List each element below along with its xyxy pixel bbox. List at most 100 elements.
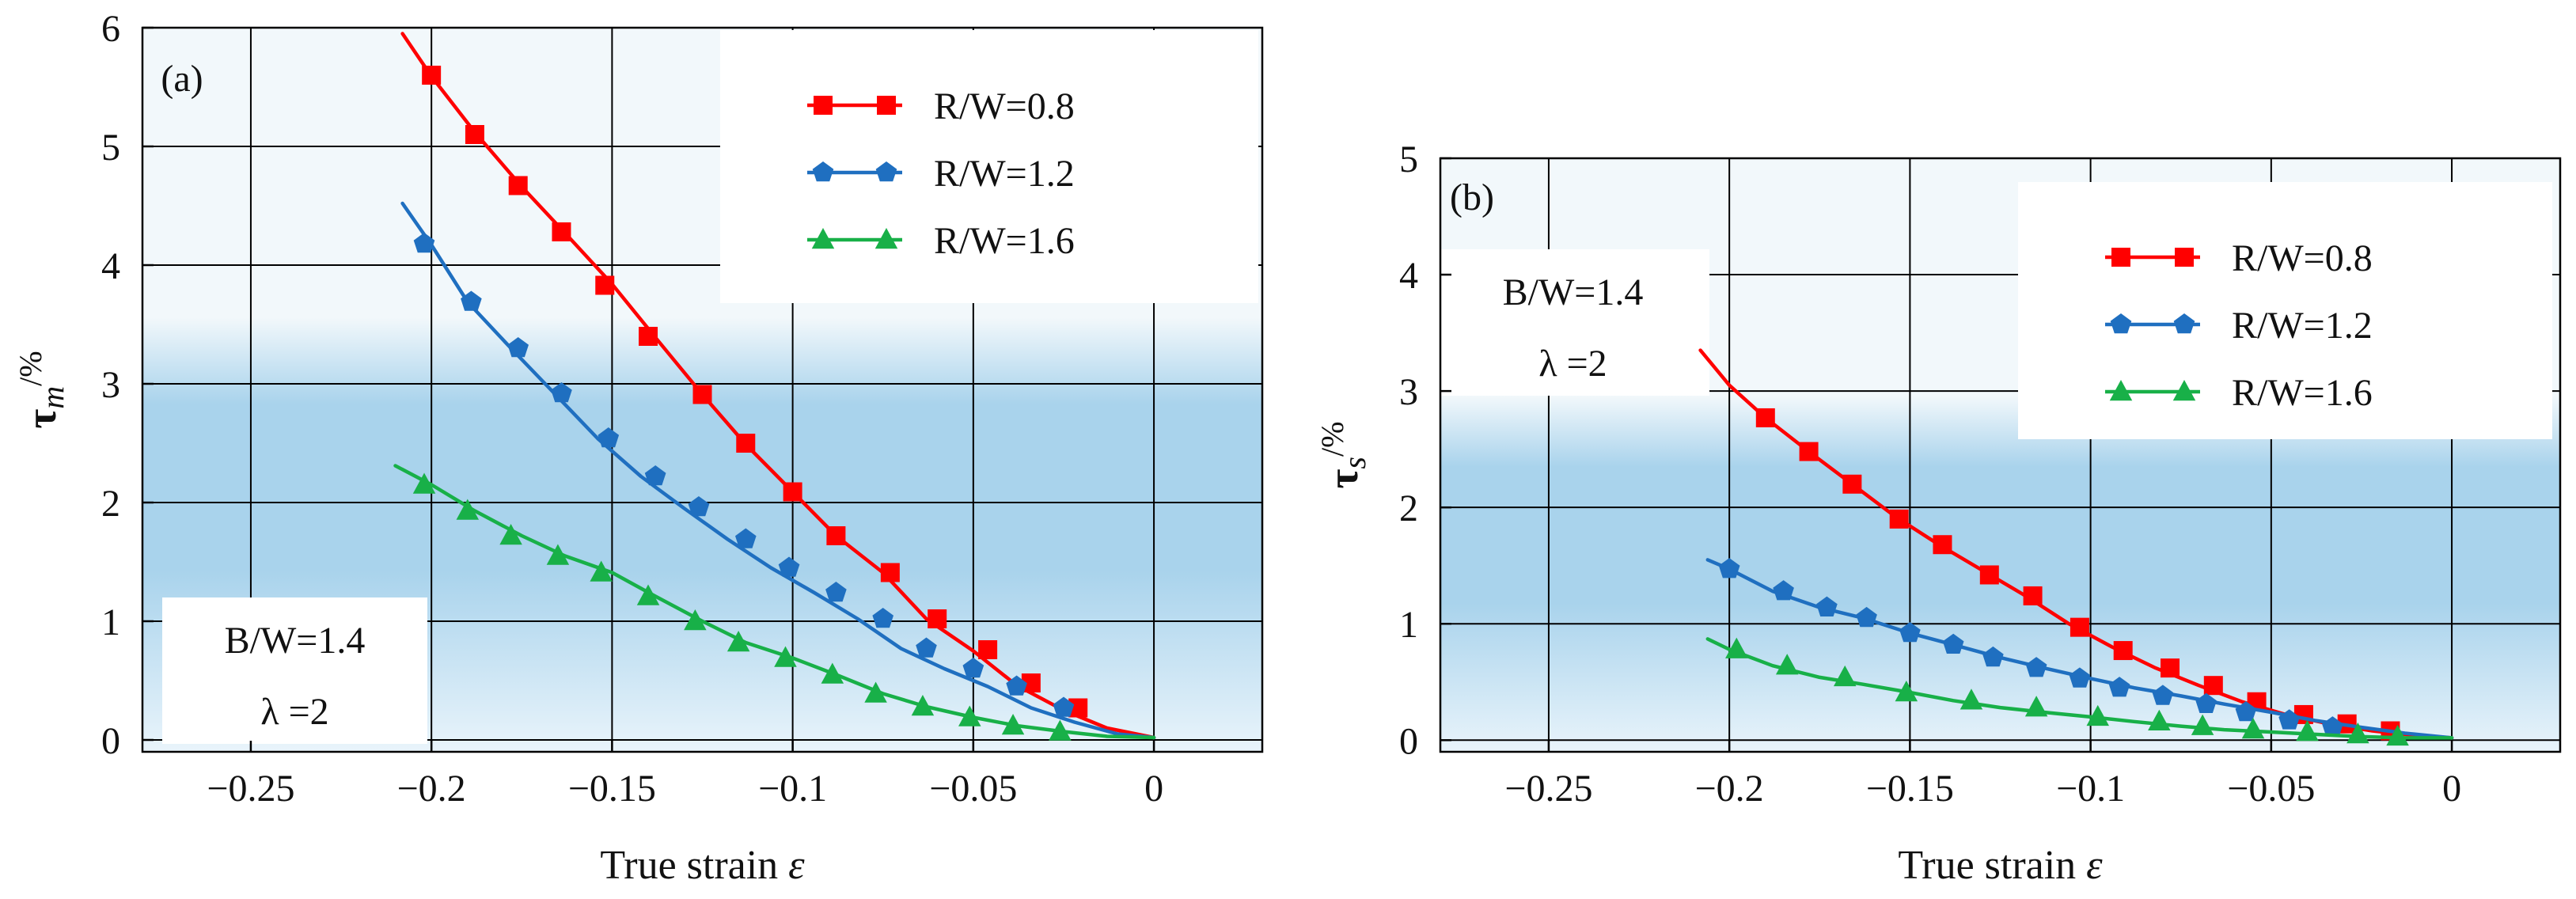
data-point (2346, 722, 2369, 744)
data-point (1816, 596, 1838, 616)
x-tick-label: −0.25 (207, 768, 294, 810)
legend-marker (875, 161, 897, 182)
y-tick-label: 4 (101, 245, 120, 287)
data-point (1755, 408, 1775, 427)
data-point (1979, 565, 1999, 585)
legend-marker (2172, 380, 2196, 401)
data-point (2070, 617, 2089, 637)
data-point (958, 705, 981, 726)
data-point (821, 662, 844, 684)
legend-marker (874, 228, 898, 249)
data-point (2069, 667, 2091, 688)
data-point (644, 465, 666, 486)
data-point (595, 275, 615, 295)
legend-item: R/W=0.8 (807, 85, 1075, 127)
data-point (783, 482, 802, 502)
y-tick-label: 3 (1399, 371, 1418, 413)
data-point (864, 681, 887, 703)
y-axis-label: τs/% (1315, 422, 1372, 489)
legend-label: R/W=1.2 (2232, 305, 2373, 347)
series-R/W=1.6 (393, 464, 1156, 741)
data-point (2203, 676, 2223, 696)
legend-item: R/W=1.6 (807, 220, 1075, 262)
y-tick-label: 0 (101, 720, 120, 762)
axes-frame (141, 26, 1264, 753)
data-point (551, 382, 572, 403)
x-tick-label: −0.2 (1695, 768, 1764, 810)
data-point (2024, 696, 2048, 717)
legend-item: R/W=1.2 (807, 153, 1075, 195)
x-tick-label: −0.2 (397, 768, 466, 810)
data-point (1775, 654, 1799, 675)
series-R/W=1.2 (1705, 558, 2454, 740)
data-point (1001, 714, 1025, 735)
x-tick-label: −0.05 (2227, 768, 2315, 810)
series-line (1705, 558, 2454, 740)
data-point (2148, 709, 2171, 731)
y-axis-label-subscript: m (35, 386, 70, 409)
data-point (727, 631, 750, 652)
x-tick-label: −0.1 (2056, 768, 2125, 810)
legend-marker (812, 161, 834, 182)
y-tick-label: 2 (101, 483, 120, 525)
annotation-box (162, 597, 427, 744)
data-point (2023, 586, 2043, 605)
y-axis-label-unit: /% (1315, 422, 1350, 457)
panel-label: (b) (1450, 176, 1494, 218)
data-point (978, 640, 998, 659)
legend-marker (2175, 248, 2194, 267)
data-point (1053, 696, 1075, 717)
chart-panel-a: B/W=1.4 λ =2 −0.25 −0.2 −0.15 −0.1 −0.05 0 0 1 2 3 4… (13, 8, 1264, 888)
data-point (508, 176, 528, 195)
legend-label: R/W=1.2 (934, 153, 1075, 195)
data-point (778, 556, 800, 577)
y-axis-label-symbol: τ (17, 409, 65, 429)
data-point (2322, 716, 2343, 737)
data-point (1799, 442, 1819, 461)
y-tick-label: 3 (101, 364, 120, 406)
legend-marker (2110, 313, 2132, 334)
data-point (2113, 641, 2133, 661)
data-point (546, 544, 570, 565)
legend-label: R/W=0.8 (934, 85, 1075, 127)
data-point (1889, 509, 1909, 529)
data-point (2161, 658, 2180, 678)
x-axis-label-symbol: ε (788, 843, 805, 888)
data-point (2386, 724, 2409, 746)
legend-item: R/W=1.6 (2105, 372, 2373, 414)
data-point (1006, 675, 1027, 696)
x-tick-label: −0.15 (568, 768, 656, 810)
data-point (636, 584, 660, 605)
legend-marker (877, 96, 896, 115)
data-point (412, 472, 436, 494)
y-tick-label: 5 (101, 127, 120, 169)
data-point (692, 385, 712, 404)
x-tick-label: 0 (1144, 768, 1163, 810)
data-point (688, 496, 710, 517)
data-point (1895, 681, 1918, 702)
series-R/W=1.6 (1705, 637, 2454, 746)
data-point (825, 582, 847, 602)
annotation-line-2: λ =2 (1538, 343, 1607, 385)
legend-item: R/W=1.2 (2105, 305, 2373, 347)
data-point (962, 658, 984, 678)
data-point (684, 609, 707, 631)
data-point (736, 434, 756, 453)
data-point (911, 695, 935, 716)
data-point (465, 125, 484, 144)
data-point (2108, 677, 2130, 697)
annotation-line-1: B/W=1.4 (225, 620, 366, 662)
x-tick-label: −0.15 (1866, 768, 1954, 810)
y-tick-label: 1 (101, 601, 120, 643)
data-point (880, 563, 900, 582)
x-axis-label-text: True strain (600, 843, 788, 888)
series-line (1705, 637, 2454, 740)
data-point (639, 327, 658, 346)
data-point (499, 524, 522, 545)
data-point (1982, 646, 2004, 667)
data-point (422, 66, 442, 85)
data-point (1049, 719, 1072, 741)
data-point (1842, 474, 1862, 494)
data-point (552, 222, 571, 241)
data-point (2278, 709, 2300, 730)
